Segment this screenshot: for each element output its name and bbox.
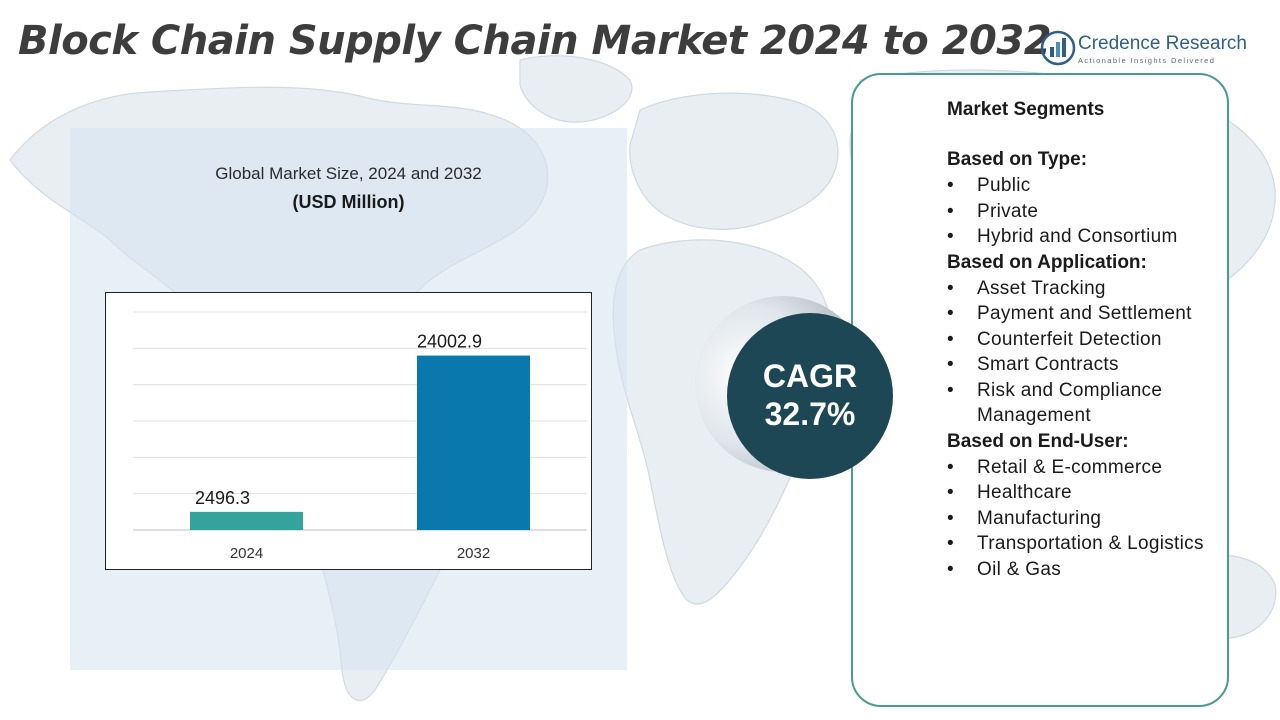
chart-title: Global Market Size, 2024 and 2032 bbox=[215, 164, 482, 183]
segment-list: Public Private Hybrid and Consortium bbox=[947, 173, 1237, 250]
bar-chart-logo-icon bbox=[1040, 30, 1076, 66]
segment-group-title: Based on Type: bbox=[947, 149, 1088, 170]
segment-item: Oil & Gas bbox=[947, 557, 1237, 583]
x-tick-label-2024: 2024 bbox=[230, 545, 263, 562]
market-size-bar-chart: 2496.3 2024 24002.9 2032 bbox=[105, 292, 592, 570]
market-segments-content: Market Segments Based on Type: Public Pr… bbox=[947, 97, 1237, 582]
bar-2024 bbox=[190, 511, 303, 530]
data-label-2032: 24002.9 bbox=[417, 332, 482, 352]
x-tick-label-2032: 2032 bbox=[457, 545, 490, 562]
segment-group-end-user: Based on End-User: Retail & E-commerce H… bbox=[947, 429, 1237, 583]
chart-unit: (USD Million) bbox=[292, 192, 405, 212]
segment-item: Asset Tracking bbox=[947, 276, 1237, 302]
segment-group-title: Based on End-User: bbox=[947, 430, 1129, 452]
segment-item: Hybrid and Consortium bbox=[947, 224, 1237, 250]
data-label-2024: 2496.3 bbox=[195, 488, 250, 508]
logo-name: Credence Research bbox=[1078, 33, 1247, 54]
chart-labels: 2496.3 2024 24002.9 2032 bbox=[195, 332, 490, 562]
segment-group-application: Based on Application: Asset Tracking Pay… bbox=[947, 250, 1237, 429]
segment-group-title: Based on Application: bbox=[947, 251, 1147, 273]
segment-item: Manufacturing bbox=[947, 506, 1237, 532]
segment-item: Smart Contracts bbox=[947, 352, 1237, 378]
europe-shape bbox=[629, 92, 839, 230]
greenland-shape bbox=[519, 55, 633, 123]
segment-item: Transportation & Logistics bbox=[947, 531, 1237, 557]
cagr-label: CAGR bbox=[762, 358, 858, 394]
segment-item: Private bbox=[947, 199, 1237, 225]
segment-item: Retail & E-commerce bbox=[947, 455, 1237, 481]
segment-item: Risk and Compliance Management bbox=[947, 378, 1237, 429]
bar-2032 bbox=[417, 355, 530, 530]
segment-item: Public bbox=[947, 173, 1237, 199]
cagr-value: 32.7% bbox=[764, 396, 856, 432]
segment-group-type: Based on Type: Public Private Hybrid and… bbox=[947, 147, 1237, 250]
segment-item: Healthcare bbox=[947, 480, 1237, 506]
credence-research-logo: Credence Research Actionable Insights De… bbox=[1040, 30, 1255, 70]
segment-list: Retail & E-commerce Healthcare Manufactu… bbox=[947, 455, 1237, 583]
segment-item: Payment and Settlement bbox=[947, 301, 1237, 327]
segment-list: Asset Tracking Payment and Settlement Co… bbox=[947, 276, 1237, 429]
segments-heading: Market Segments bbox=[947, 99, 1105, 120]
cagr-badge: CAGR 32.7% bbox=[727, 313, 893, 479]
segment-item: Counterfeit Detection bbox=[947, 327, 1237, 353]
page-title: Block Chain Supply Chain Market 2024 to … bbox=[18, 18, 1052, 64]
chart-bars bbox=[190, 355, 530, 530]
logo-tagline: Actionable Insights Delivered bbox=[1078, 56, 1216, 65]
